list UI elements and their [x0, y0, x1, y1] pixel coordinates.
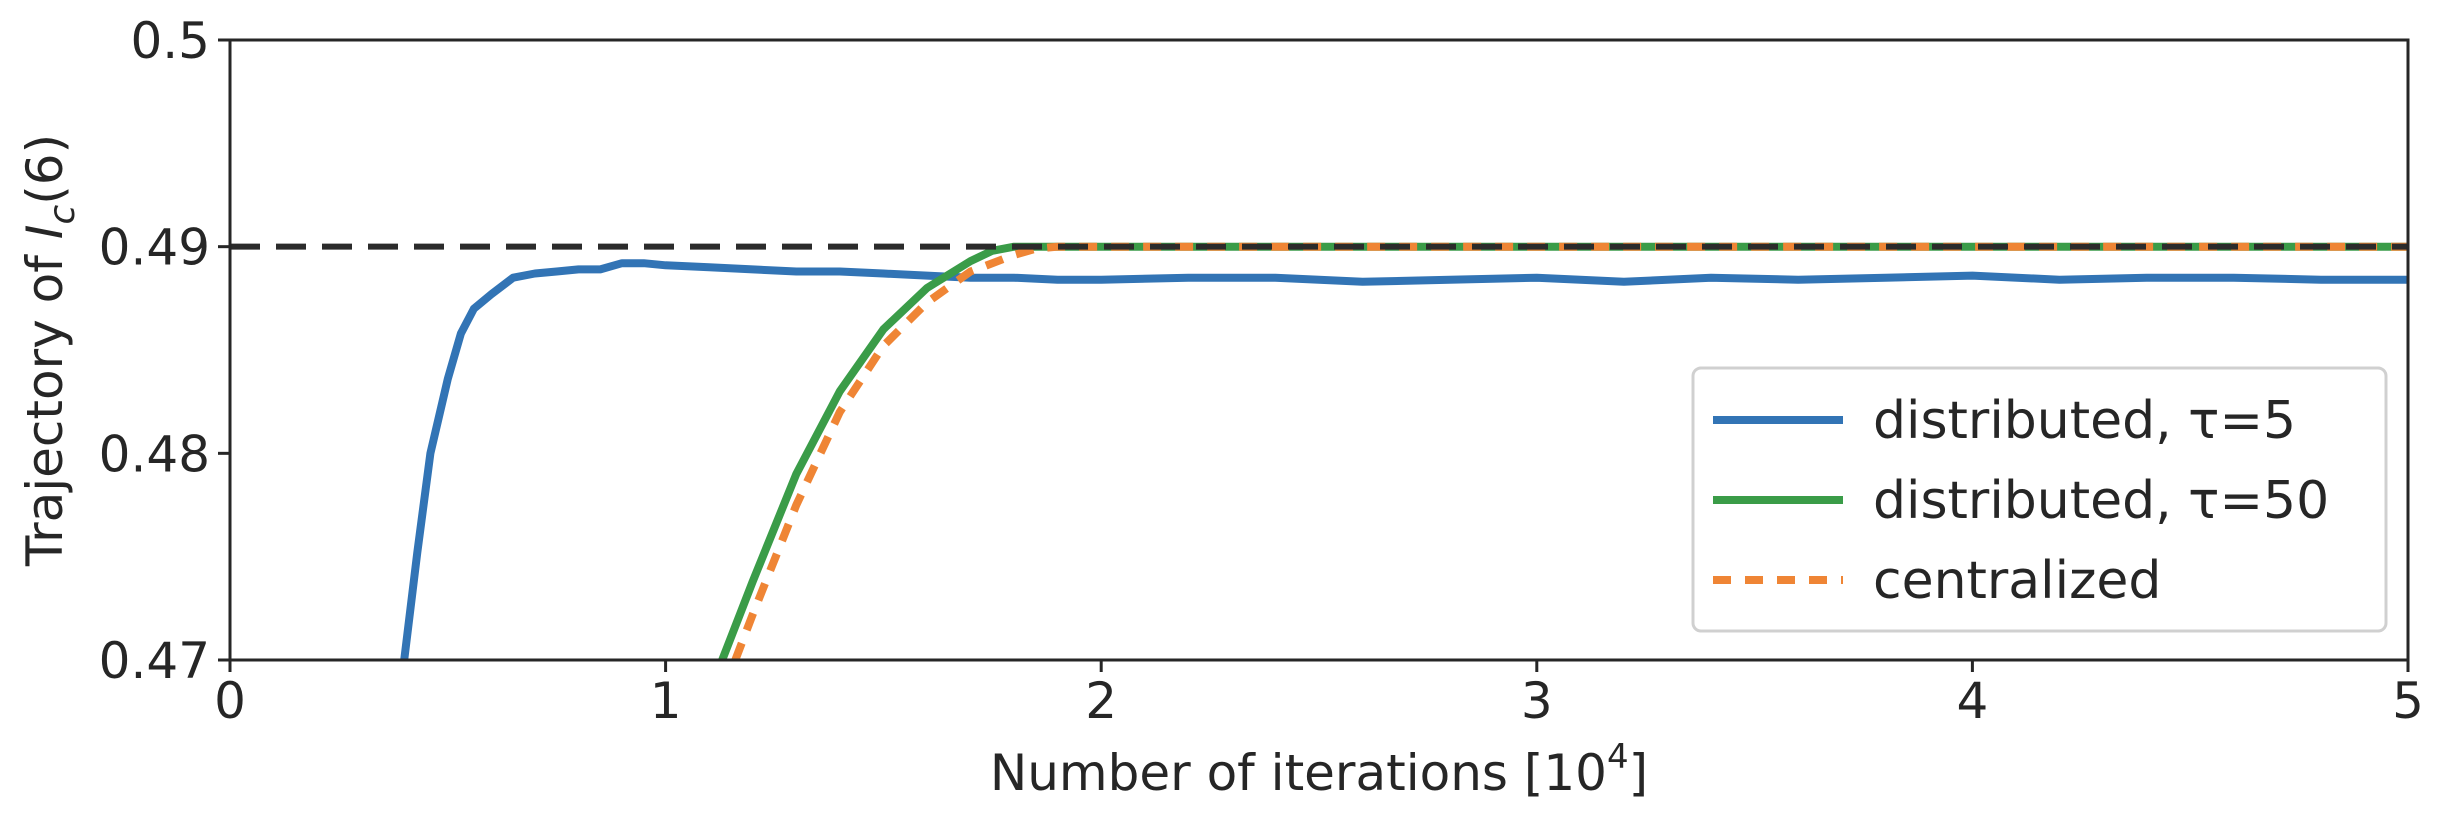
x-axis-label-end: ]: [1629, 744, 1649, 802]
axis-ticks: 0 1 2 3 4 5 0.47 0.48 0.49 0.5: [99, 12, 2424, 730]
y-tick-label: 0.5: [130, 12, 210, 70]
y-axis-label-text: Trajectory of: [16, 239, 74, 567]
y-tick-label: 0.49: [99, 219, 210, 277]
y-tick-label: 0.48: [99, 425, 210, 483]
x-tick-label: 0: [214, 672, 246, 730]
series-line-1: [400, 259, 2408, 660]
y-tick-label: 0.47: [99, 632, 210, 690]
legend-box: [1691, 366, 2388, 633]
legend: distributed, τ=5 distributed, τ=50 central…: [1691, 366, 2388, 633]
x-tick-label: 2: [1085, 672, 1117, 730]
x-tick-label: 1: [650, 672, 682, 730]
x-axis-label-text: Number of iterations [10: [990, 744, 1607, 802]
x-tick-label: 4: [1956, 672, 1988, 730]
y-axis-label-subscript: c: [42, 205, 83, 225]
x-tick-label: 5: [2392, 672, 2424, 730]
y-axis-label: Trajectory of Ic(6): [16, 134, 83, 567]
x-axis-label-superscript: 4: [1607, 737, 1629, 777]
legend-label: distributed, τ=5: [1873, 391, 2296, 451]
plot-area: [230, 242, 2408, 660]
series-line-3: [731, 242, 2408, 660]
y-axis-label-end: (6): [16, 134, 74, 205]
x-axis-label: Number of iterations [104]: [990, 737, 1648, 802]
plot-frame: [228, 38, 2410, 662]
x-tick-label: 3: [1521, 672, 1553, 730]
legend-label: distributed, τ=50: [1873, 471, 2329, 531]
legend-label: centralized: [1873, 551, 2161, 611]
y-axis-label-variable: I: [16, 225, 74, 240]
plot-marks: [230, 242, 2408, 660]
